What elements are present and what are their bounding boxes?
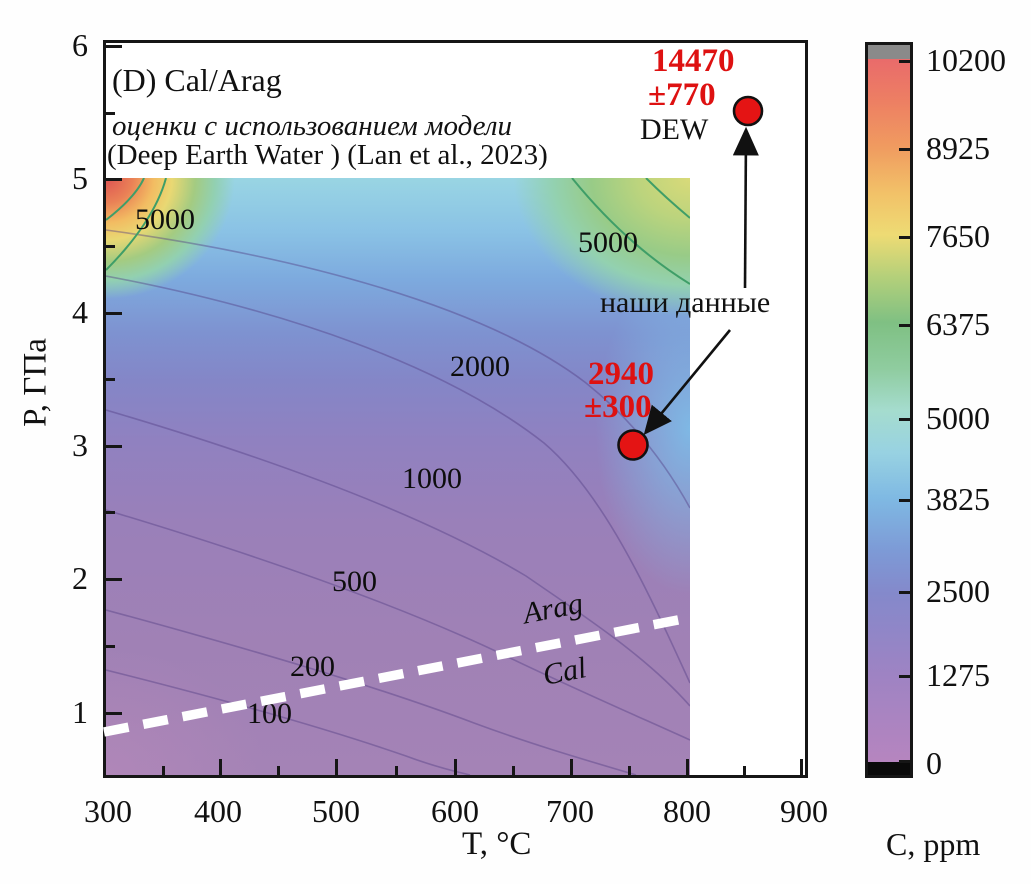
point1-error: ±770 <box>648 77 716 113</box>
point2-value: 2940 <box>588 356 654 392</box>
colorbar-title: C, ppm <box>886 826 981 862</box>
x-axis-title: T, °C <box>462 826 532 862</box>
contour-label-5000-left: 5000 <box>135 203 195 236</box>
contour-label-200: 200 <box>290 650 335 683</box>
point1-value: 14470 <box>652 43 735 79</box>
x-tick-label: 800 <box>663 793 711 829</box>
colorbar-tick-label: 2500 <box>926 573 990 609</box>
colorbar <box>865 42 913 778</box>
y-major-tick <box>106 445 122 448</box>
x-major-tick <box>570 759 573 775</box>
point2-error: ±300 <box>584 389 652 425</box>
colorbar-tick <box>899 324 912 327</box>
x-tick-label: 300 <box>84 793 132 829</box>
colorbar-tick-label: 1275 <box>926 657 990 693</box>
contour-label-5000-right: 5000 <box>578 226 638 259</box>
colorbar-tick <box>899 418 912 421</box>
y-axis-title: P, ГПа <box>17 338 54 427</box>
x-tick-label: 900 <box>780 793 828 829</box>
y-tick-label: 1 <box>72 694 88 730</box>
y-minor-tick <box>106 645 115 648</box>
y-major-tick <box>106 312 122 315</box>
colorbar-tick-label: 7650 <box>926 218 990 254</box>
y-tick-label: 4 <box>72 294 88 330</box>
y-tick-label: 2 <box>72 560 88 596</box>
colorbar-tick <box>899 499 912 502</box>
y-major-tick <box>106 45 122 48</box>
y-tick-label: 3 <box>72 427 88 463</box>
colorbar-tick <box>899 236 912 239</box>
contour-label-1000: 1000 <box>402 462 462 495</box>
x-major-tick <box>335 759 338 775</box>
contour-label-500: 500 <box>332 565 377 598</box>
x-major-tick <box>454 759 457 775</box>
model-note: оценки с использованием модели <box>112 110 512 142</box>
contour-label-2000: 2000 <box>450 350 510 383</box>
contour-lines <box>106 178 690 775</box>
x-major-tick <box>219 759 222 775</box>
our-data-label: наши данные <box>600 286 771 319</box>
colorbar-tick-label: 0 <box>926 745 942 781</box>
panel-title: (D) Cal/Arag <box>112 62 282 98</box>
y-minor-tick <box>106 245 115 248</box>
x-tick-label: 400 <box>194 793 242 829</box>
x-minor-tick <box>162 766 165 775</box>
y-minor-tick <box>106 511 115 514</box>
colorbar-tick-label: 6375 <box>926 306 990 342</box>
x-major-tick <box>686 759 689 775</box>
contour-label-100: 100 <box>247 697 292 730</box>
colorbar-tick <box>899 148 912 151</box>
x-minor-tick <box>512 766 515 775</box>
contour-field <box>106 178 690 775</box>
y-major-tick <box>106 712 122 715</box>
colorbar-tick <box>899 60 912 63</box>
colorbar-tick <box>899 760 912 763</box>
y-tick-label: 5 <box>72 160 88 196</box>
colorbar-tick <box>899 591 912 594</box>
colorbar-under-cap <box>868 762 910 775</box>
colorbar-gradient <box>868 59 910 762</box>
colorbar-over-cap <box>868 45 910 59</box>
y-minor-tick <box>106 378 115 381</box>
x-tick-label: 600 <box>431 793 479 829</box>
x-minor-tick <box>277 766 280 775</box>
dew-label: DEW <box>640 113 709 146</box>
colorbar-tick-label: 3825 <box>926 481 990 517</box>
y-major-tick <box>106 578 122 581</box>
colorbar-tick-label: 10200 <box>926 42 1006 78</box>
x-minor-tick <box>743 766 746 775</box>
model-reference: (Deep Earth Water ) (Lan et al., 2023) <box>107 139 548 171</box>
x-tick-label: 700 <box>546 793 594 829</box>
y-minor-tick <box>106 112 115 115</box>
colorbar-tick-label: 8925 <box>926 130 990 166</box>
y-major-tick <box>106 178 122 181</box>
x-minor-tick <box>395 766 398 775</box>
y-tick-label: 6 <box>72 27 88 63</box>
x-minor-tick <box>628 766 631 775</box>
colorbar-tick <box>899 675 912 678</box>
x-major-tick <box>800 759 803 775</box>
x-tick-label: 500 <box>312 793 360 829</box>
colorbar-tick-label: 5000 <box>926 400 990 436</box>
